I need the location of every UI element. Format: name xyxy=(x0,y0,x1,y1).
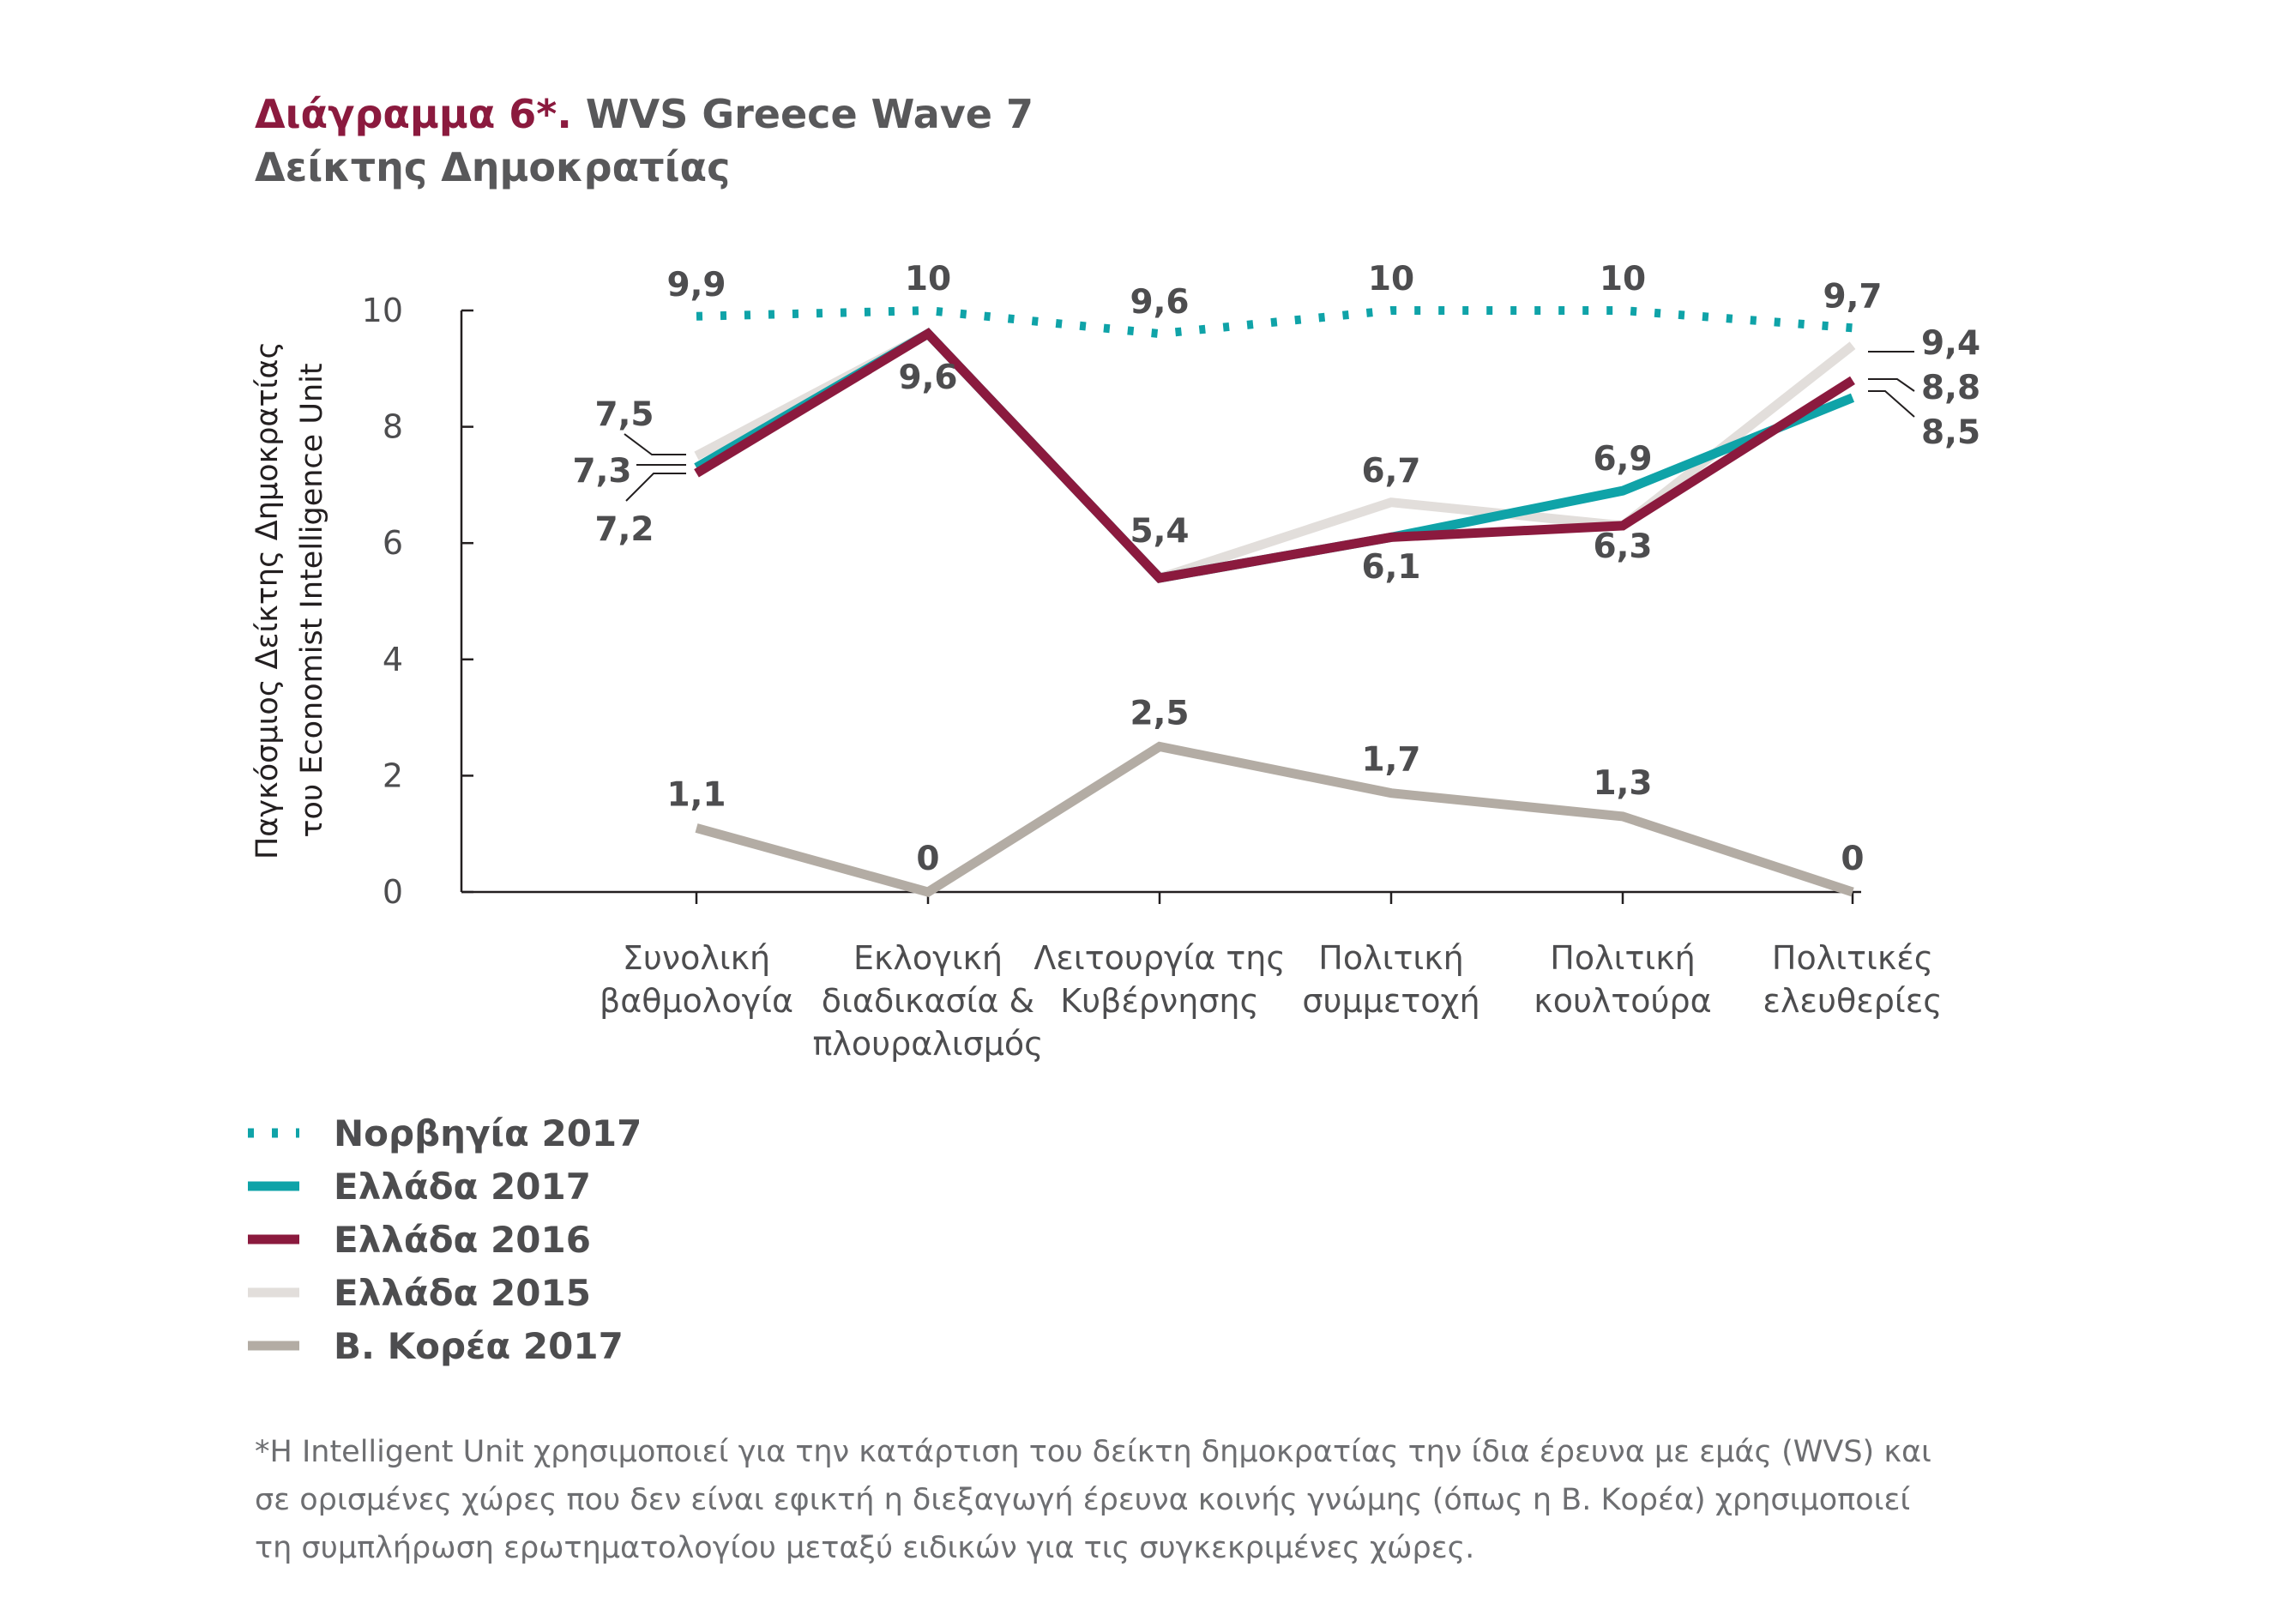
chart-title-lead: Διάγραμμα 6*. xyxy=(255,91,572,137)
chart-title-rest: WVS Greece Wave 7 xyxy=(585,91,1034,137)
data-label-norway: 10 xyxy=(905,260,951,298)
data-label-norway: 9,6 xyxy=(1130,283,1189,322)
data-label-greece: 8,8 xyxy=(1921,369,1980,407)
series-line-β.-κορέα-2017 xyxy=(695,741,1854,897)
data-label-greece: 7,2 xyxy=(594,510,654,549)
legend-label-greece-2015: Ελλάδα 2015 xyxy=(334,1271,591,1314)
data-label-korea: 1,1 xyxy=(666,775,726,814)
x-tick-label: Πολιτική xyxy=(1318,939,1463,977)
x-tick-label: διαδικασία & xyxy=(822,982,1034,1020)
chart-subtitle: Δείκτης Δημοκρατίας xyxy=(255,144,731,190)
leader-line xyxy=(625,473,686,502)
y-tick-label: 6 xyxy=(383,524,403,562)
data-label-greece: 6,3 xyxy=(1593,527,1652,566)
y-axis-title-line: του Economist Intelligence Unit xyxy=(295,363,329,837)
x-tick-label: Πολιτική xyxy=(1550,939,1695,977)
data-label-greece: 9,6 xyxy=(898,359,957,397)
data-label-greece: 7,3 xyxy=(572,452,631,491)
y-axis-title: Παγκόσμιος Δείκτης Δημοκρατίας του Econom… xyxy=(250,341,329,859)
y-tick-label: 2 xyxy=(383,756,403,794)
legend-swatch-norway-2017 xyxy=(244,1127,303,1139)
data-label-greece: 7,5 xyxy=(594,395,654,434)
legend-item-norway-2017: Νορβηγία 2017 xyxy=(244,1106,642,1160)
x-tick-label: Λειτουργία της xyxy=(1034,939,1285,977)
series-line-ελλάδα-2016 xyxy=(694,328,1855,583)
data-label-norway: 9,9 xyxy=(666,266,726,304)
x-tick-label: Κυβέρνησης xyxy=(1060,982,1259,1020)
data-label-norway: 10 xyxy=(1368,260,1414,298)
x-tick-label: Πολιτικές xyxy=(1772,939,1933,977)
legend-swatch-greece-2017 xyxy=(244,1180,303,1192)
data-label-korea: 2,5 xyxy=(1130,695,1189,733)
legend-label-korea-2017: Β. Κορέα 2017 xyxy=(334,1324,624,1367)
data-label-korea: 1,3 xyxy=(1593,764,1652,803)
chart-title-block: Διάγραμμα 6*. WVS Greece Wave 7 Δείκτης … xyxy=(255,87,1034,194)
x-tick-label: κουλτούρα xyxy=(1534,982,1711,1020)
data-label-greece: 6,1 xyxy=(1361,548,1420,587)
legend-swatch-greece-2016 xyxy=(244,1233,303,1245)
y-tick-label: 10 xyxy=(362,292,403,329)
legend-item-greece-2017: Ελλάδα 2017 xyxy=(244,1160,642,1213)
legend-label-norway-2017: Νορβηγία 2017 xyxy=(334,1112,642,1154)
series-line-νορβηγία-2017 xyxy=(696,305,1853,339)
data-label-korea: 1,7 xyxy=(1361,741,1420,780)
y-tick-label: 4 xyxy=(383,641,403,678)
y-axis-title-line: Παγκόσμιος Δείκτης Δημοκρατίας xyxy=(250,341,285,859)
legend-item-greece-2015: Ελλάδα 2015 xyxy=(244,1266,642,1319)
data-label-korea: 0 xyxy=(916,840,939,878)
data-label-greece: 6,9 xyxy=(1593,440,1652,479)
x-tick-label: Εκλογική xyxy=(853,939,1003,977)
x-tick-label: βαθμολογία xyxy=(600,982,793,1020)
chart-title: Διάγραμμα 6*. WVS Greece Wave 7 xyxy=(255,87,1034,141)
footnote-line: τη συμπλήρωση ερωτηματολογίου μεταξύ ειδ… xyxy=(255,1531,1475,1565)
data-label-greece: 8,5 xyxy=(1921,413,1980,452)
y-tick-label: 8 xyxy=(383,408,403,446)
legend-swatch-korea-2017 xyxy=(244,1340,303,1352)
x-tick-label: συμμετοχή xyxy=(1302,982,1479,1020)
data-label-greece: 9,4 xyxy=(1921,324,1980,363)
chart-legend: Νορβηγία 2017 Ελλάδα 2017 Ελλάδα 2016 Ελ… xyxy=(244,1106,642,1372)
data-label-greece: 5,4 xyxy=(1130,512,1189,551)
x-tick-label: ελευθερίες xyxy=(1763,982,1942,1020)
leader-line xyxy=(624,433,686,455)
data-label-norway: 9,7 xyxy=(1823,277,1882,316)
data-label-norway: 10 xyxy=(1600,260,1646,298)
y-tick-label: 0 xyxy=(383,873,403,911)
footnote-line: σε ορισμένες χώρες που δεν είναι εφικτή … xyxy=(255,1483,1911,1517)
leader-line xyxy=(1868,390,1915,418)
legend-label-greece-2016: Ελλάδα 2016 xyxy=(334,1218,591,1261)
footnote: *Η Intelligent Unit χρησιμοποιεί για την… xyxy=(255,1428,2227,1572)
legend-item-korea-2017: Β. Κορέα 2017 xyxy=(244,1319,642,1372)
data-label-greece: 6,7 xyxy=(1361,452,1420,491)
data-label-korea: 0 xyxy=(1841,840,1864,878)
x-tick-label: πλουραλισμός xyxy=(813,1025,1044,1063)
legend-label-greece-2017: Ελλάδα 2017 xyxy=(334,1165,591,1208)
leader-line xyxy=(1868,378,1915,392)
footnote-line: *Η Intelligent Unit χρησιμοποιεί για την… xyxy=(255,1435,1931,1469)
legend-swatch-greece-2015 xyxy=(244,1287,303,1299)
legend-item-greece-2016: Ελλάδα 2016 xyxy=(244,1213,642,1266)
x-tick-label: Συνολική xyxy=(623,939,770,977)
